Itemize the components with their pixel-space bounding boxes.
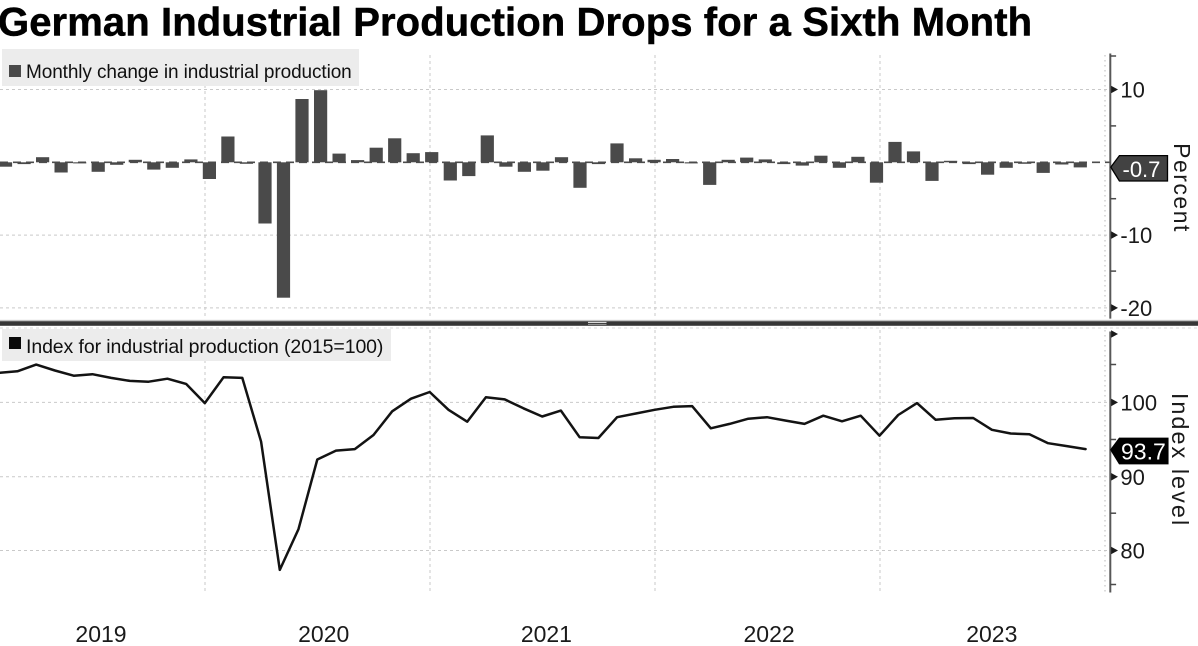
svg-text:2023: 2023 [966, 621, 1017, 646]
svg-text:90: 90 [1120, 465, 1144, 490]
svg-text:-0.7: -0.7 [1123, 157, 1161, 182]
svg-text:80: 80 [1120, 539, 1144, 564]
svg-text:10: 10 [1120, 78, 1144, 103]
svg-text:Monthly change in industrial p: Monthly change in industrial production [26, 62, 352, 83]
svg-text:100: 100 [1120, 391, 1157, 416]
svg-text:2022: 2022 [744, 621, 795, 646]
svg-text:2020: 2020 [298, 621, 349, 646]
svg-text:Index for industrial productio: Index for industrial production (2015=10… [26, 336, 383, 358]
svg-text:93.7: 93.7 [1121, 439, 1166, 465]
svg-text:Percent: Percent [1169, 143, 1195, 233]
svg-text:2021: 2021 [521, 621, 572, 646]
svg-text:German Industrial Production D: German Industrial Production Drops for a… [0, 1, 1032, 45]
svg-text:-10: -10 [1120, 223, 1152, 248]
svg-text:2019: 2019 [75, 621, 126, 646]
svg-text:Index level: Index level [1167, 393, 1193, 527]
svg-text:-20: -20 [1120, 296, 1152, 321]
